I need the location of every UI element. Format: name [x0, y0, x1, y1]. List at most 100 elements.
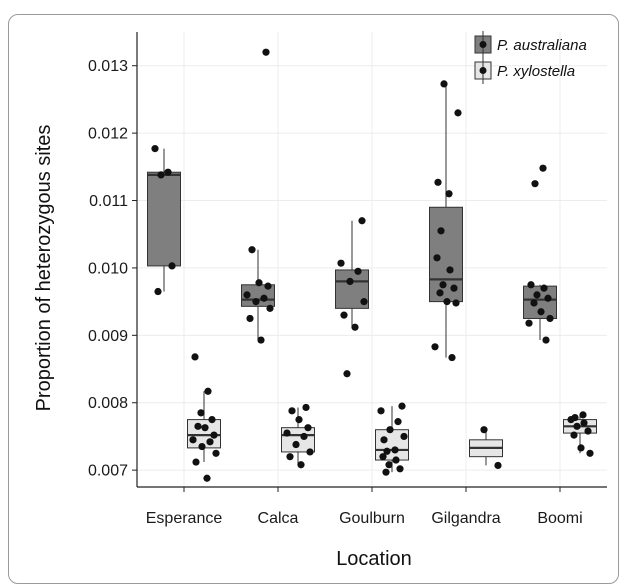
point-p-australiana-boomi-4 [533, 291, 541, 299]
point-p-australiana-goulburn-2 [354, 267, 362, 275]
point-p-australiana-calca-0 [262, 48, 270, 56]
point-p-australiana-gilgandra-1 [454, 109, 462, 117]
point-p-australiana-calca-2 [255, 279, 263, 287]
point-p-australiana-boomi-2 [527, 281, 535, 289]
point-p-australiana-calca-8 [246, 314, 254, 323]
point-p-australiana-gilgandra-5 [433, 254, 441, 262]
point-p-australiana-gilgandra-11 [452, 299, 460, 307]
axes-layer: 0.007 0.008 0.009 0.010 0.011 0.012 0.013 Esper… [88, 32, 607, 527]
point-p-xylostella-esperance-7 [189, 436, 197, 444]
point-p-xylostella-boomi-0 [579, 411, 587, 419]
points-layer [151, 48, 594, 482]
point-p-xylostella-calca-0 [302, 403, 310, 412]
x-tick-label-calca: Calca [258, 510, 299, 527]
point-p-xylostella-goulburn-6 [391, 446, 399, 454]
legend-key-2-dot [479, 67, 487, 74]
point-p-australiana-boomi-1 [531, 180, 539, 188]
point-p-xylostella-esperance-1 [204, 387, 212, 395]
point-p-xylostella-esperance-8 [206, 438, 214, 446]
point-p-xylostella-calca-8 [286, 453, 294, 461]
point-p-australiana-boomi-0 [539, 164, 547, 172]
x-axis-title: Location [336, 548, 412, 569]
legend-key-1-dot [479, 41, 487, 48]
point-p-australiana-boomi-8 [546, 314, 554, 323]
point-p-australiana-goulburn-0 [358, 217, 366, 225]
x-tick-label-esperance: Esperance [146, 510, 223, 527]
point-p-xylostella-boomi-7 [577, 444, 585, 452]
point-p-australiana-goulburn-7 [343, 370, 351, 378]
point-p-xylostella-esperance-6 [210, 431, 218, 439]
point-p-xylostella-goulburn-12 [382, 468, 390, 476]
point-p-xylostella-goulburn-5 [380, 436, 388, 444]
legend: P. australiana P. xylostella [474, 31, 587, 84]
y-tick-label-2: 0.009 [88, 328, 128, 345]
point-p-xylostella-esperance-11 [192, 458, 200, 466]
point-p-xylostella-calca-7 [306, 448, 314, 456]
y-tick-label-6: 0.013 [88, 58, 128, 75]
point-p-australiana-goulburn-1 [337, 259, 345, 267]
point-p-xylostella-goulburn-9 [392, 456, 400, 464]
point-p-xylostella-esperance-3 [208, 415, 216, 424]
point-p-australiana-calca-5 [260, 294, 268, 302]
point-p-australiana-goulburn-3 [346, 277, 354, 286]
legend-label-series-1: P. australiana [497, 37, 587, 54]
box-plot-chart: 0.007 0.008 0.009 0.010 0.011 0.012 0.013 Esper… [33, 31, 607, 569]
point-p-xylostella-goulburn-3 [386, 426, 394, 434]
point-p-australiana-boomi-7 [537, 308, 545, 316]
point-p-australiana-calca-9 [257, 336, 265, 344]
point-p-xylostella-boomi-6 [570, 431, 578, 439]
point-p-xylostella-goulburn-10 [385, 461, 393, 469]
y-tick-label-3: 0.010 [88, 260, 128, 277]
point-p-australiana-calca-7 [266, 304, 274, 312]
y-tick-label-1: 0.008 [88, 395, 128, 412]
point-p-australiana-calca-3 [264, 282, 272, 290]
point-p-australiana-gilgandra-3 [445, 190, 453, 198]
point-p-australiana-goulburn-4 [360, 298, 368, 306]
point-p-australiana-gilgandra-9 [436, 289, 444, 297]
point-p-xylostella-boomi-5 [584, 427, 592, 435]
x-tick-label-gilgandra: Gilgandra [431, 510, 500, 527]
point-p-xylostella-esperance-0 [191, 353, 199, 361]
point-p-australiana-gilgandra-6 [446, 266, 454, 274]
point-p-australiana-calca-4 [243, 291, 251, 299]
point-p-xylostella-calca-2 [295, 415, 303, 424]
point-p-xylostella-goulburn-4 [400, 432, 408, 441]
point-p-australiana-boomi-5 [544, 294, 552, 302]
point-p-australiana-gilgandra-2 [434, 178, 442, 186]
y-tick-label-4: 0.011 [89, 193, 128, 210]
y-axis-title: Proportion of heterozygous sites [33, 125, 55, 412]
point-p-australiana-boomi-3 [540, 284, 548, 292]
point-p-xylostella-boomi-4 [573, 422, 581, 430]
point-p-xylostella-goulburn-1 [377, 407, 385, 415]
point-p-xylostella-goulburn-2 [394, 418, 402, 426]
point-p-australiana-calca-1 [248, 246, 256, 254]
point-p-australiana-goulburn-6 [351, 323, 359, 331]
point-p-xylostella-esperance-9 [198, 442, 206, 451]
y-tick-label-0: 0.007 [88, 463, 128, 480]
point-p-xylostella-calca-9 [297, 461, 305, 469]
point-p-australiana-gilgandra-10 [443, 298, 451, 306]
point-p-xylostella-goulburn-7 [383, 447, 391, 455]
point-p-australiana-gilgandra-0 [440, 80, 448, 88]
point-p-xylostella-esperance-4 [194, 422, 202, 430]
point-p-australiana-esperance-3 [168, 262, 176, 270]
point-p-australiana-boomi-10 [542, 336, 550, 344]
point-p-australiana-gilgandra-8 [450, 284, 458, 292]
grid-layer [137, 32, 607, 487]
point-p-xylostella-boomi-2 [567, 415, 575, 424]
point-p-xylostella-calca-3 [304, 424, 312, 432]
point-p-australiana-gilgandra-7 [439, 281, 447, 289]
point-p-xylostella-boomi-8 [586, 449, 594, 457]
point-p-australiana-esperance-2 [157, 171, 165, 179]
point-p-australiana-boomi-6 [530, 299, 538, 307]
y-tick-label-5: 0.012 [88, 126, 128, 143]
point-p-australiana-esperance-1 [164, 168, 172, 176]
x-tick-label-goulburn: Goulburn [339, 510, 405, 527]
point-p-australiana-esperance-0 [151, 145, 159, 153]
x-tick-label-boomi: Boomi [537, 510, 582, 527]
point-p-xylostella-goulburn-0 [398, 402, 406, 410]
point-p-australiana-gilgandra-13 [448, 353, 456, 362]
point-p-xylostella-esperance-2 [197, 409, 205, 417]
box-p-australiana-esperance [147, 171, 181, 267]
point-p-australiana-gilgandra-12 [431, 343, 439, 351]
